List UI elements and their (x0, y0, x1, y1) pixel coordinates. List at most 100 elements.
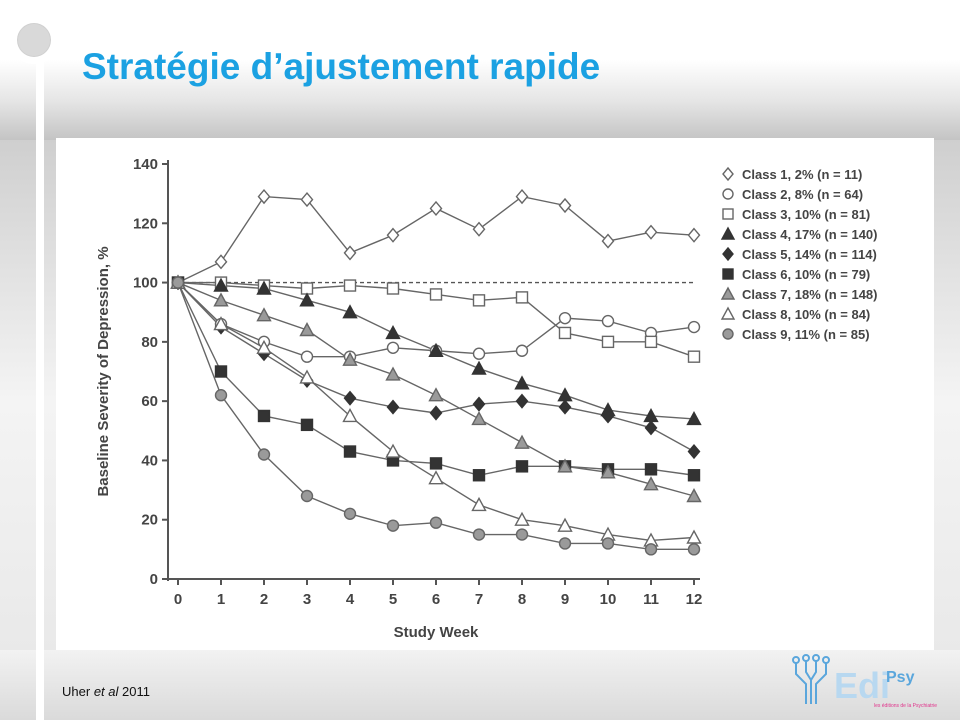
legend-marker-class-6 (722, 268, 734, 280)
data-point-class-4 (342, 304, 358, 319)
data-point-class-1 (343, 245, 357, 261)
data-point-class-2 (687, 320, 701, 334)
data-point-class-9 (687, 543, 701, 556)
data-point-class-5 (472, 396, 486, 412)
y-axis-label: Baseline Severity of Depression, % (95, 246, 112, 496)
data-point-class-4 (256, 280, 272, 295)
data-point-class-8 (686, 529, 702, 544)
legend-marker-class-8 (720, 306, 736, 320)
data-point-class-9 (429, 516, 443, 529)
x-tick-label: 1 (217, 591, 225, 608)
legend-label-class-8: Class 8, 10% (n = 84) (742, 307, 870, 322)
data-point-class-3 (343, 279, 357, 292)
x-tick-label: 6 (432, 591, 440, 608)
data-point-class-7 (514, 434, 530, 449)
data-point-class-8 (428, 470, 444, 485)
data-point-class-9 (558, 537, 572, 550)
data-point-class-8 (385, 443, 401, 458)
footer-band (0, 650, 960, 720)
x-tick-label: 7 (475, 591, 483, 608)
data-point-class-2 (300, 350, 314, 363)
data-point-class-4 (686, 410, 702, 426)
header-band (0, 0, 960, 140)
data-point-class-5 (386, 399, 400, 415)
x-tick-label: 0 (174, 591, 182, 608)
data-point-class-6 (214, 365, 228, 378)
data-point-class-8 (471, 496, 487, 512)
x-tick-label: 11 (643, 591, 659, 608)
data-point-class-8 (557, 517, 573, 532)
y-tick-label: 60 (141, 393, 158, 410)
data-point-class-1 (687, 227, 701, 243)
data-point-class-3 (300, 282, 314, 295)
data-point-class-8 (256, 339, 272, 354)
data-point-class-1 (601, 233, 615, 249)
y-tick-label: 140 (133, 156, 158, 173)
data-point-class-9 (386, 519, 400, 532)
data-point-class-2 (558, 311, 572, 325)
data-point-class-8 (342, 407, 358, 423)
data-point-class-9 (300, 489, 314, 503)
data-point-class-4 (557, 387, 573, 402)
legend-label-class-7: Class 7, 18% (n = 148) (742, 287, 878, 302)
data-point-class-3 (429, 288, 443, 301)
data-point-class-7 (557, 458, 573, 473)
circuit-icon: Edi Psy les éditions de la Psychiatrie (792, 654, 937, 709)
data-point-class-7 (643, 476, 659, 491)
logo-brand: Edi (834, 665, 890, 706)
data-point-class-2 (601, 314, 615, 328)
legend-marker-class-9 (722, 328, 734, 340)
legend-label-class-2: Class 2, 8% (n = 64) (742, 187, 863, 202)
data-point-class-6 (429, 457, 443, 470)
data-point-class-1 (257, 189, 271, 205)
data-point-class-3 (515, 291, 529, 304)
legend-marker-class-7 (720, 286, 736, 300)
data-point-class-1 (472, 221, 486, 237)
legend-marker-class-3 (722, 208, 734, 220)
citation: Uher et al 2011 (62, 684, 150, 699)
data-point-class-7 (471, 410, 487, 426)
data-point-class-6 (300, 418, 314, 432)
data-point-class-3 (472, 294, 486, 307)
data-point-class-5 (429, 405, 443, 421)
data-point-class-6 (515, 460, 529, 473)
x-tick-label: 5 (389, 591, 397, 608)
data-point-class-7 (342, 351, 358, 366)
legend-marker-class-4 (720, 226, 736, 240)
x-tick-label: 4 (346, 591, 355, 608)
data-point-class-9 (171, 276, 185, 289)
data-point-class-9 (472, 528, 486, 541)
data-point-class-8 (514, 511, 530, 526)
data-point-class-7 (385, 366, 401, 381)
decorative-ring-icon (10, 16, 58, 64)
data-point-class-1 (515, 189, 529, 205)
x-tick-label: 2 (260, 591, 268, 608)
data-point-class-3 (386, 282, 400, 295)
legend-marker-class-1 (722, 166, 734, 182)
legend-label-class-3: Class 3, 10% (n = 81) (742, 207, 870, 222)
edipsy-logo: Edi Psy les éditions de la Psychiatrie (788, 652, 948, 712)
y-tick-label: 80 (141, 334, 158, 351)
data-point-class-7 (299, 322, 315, 337)
data-point-class-3 (601, 335, 615, 349)
legend-marker-class-2 (722, 188, 734, 200)
y-tick-label: 100 (133, 275, 158, 292)
data-point-class-5 (343, 390, 357, 406)
data-point-class-2 (472, 347, 486, 360)
y-tick-label: 120 (133, 215, 158, 232)
data-point-class-3 (558, 326, 572, 340)
data-point-class-6 (687, 469, 701, 482)
data-point-class-7 (600, 464, 616, 479)
data-point-class-7 (256, 307, 272, 322)
x-tick-label: 10 (600, 591, 617, 608)
data-point-class-9 (343, 507, 357, 520)
data-point-class-4 (428, 342, 444, 357)
decorative-vertical-line (36, 60, 44, 720)
data-point-class-4 (471, 360, 487, 375)
data-point-class-4 (213, 277, 229, 292)
data-point-class-9 (515, 528, 529, 541)
data-point-class-5 (601, 408, 615, 424)
data-point-class-4 (514, 375, 530, 390)
data-point-class-5 (644, 420, 658, 436)
